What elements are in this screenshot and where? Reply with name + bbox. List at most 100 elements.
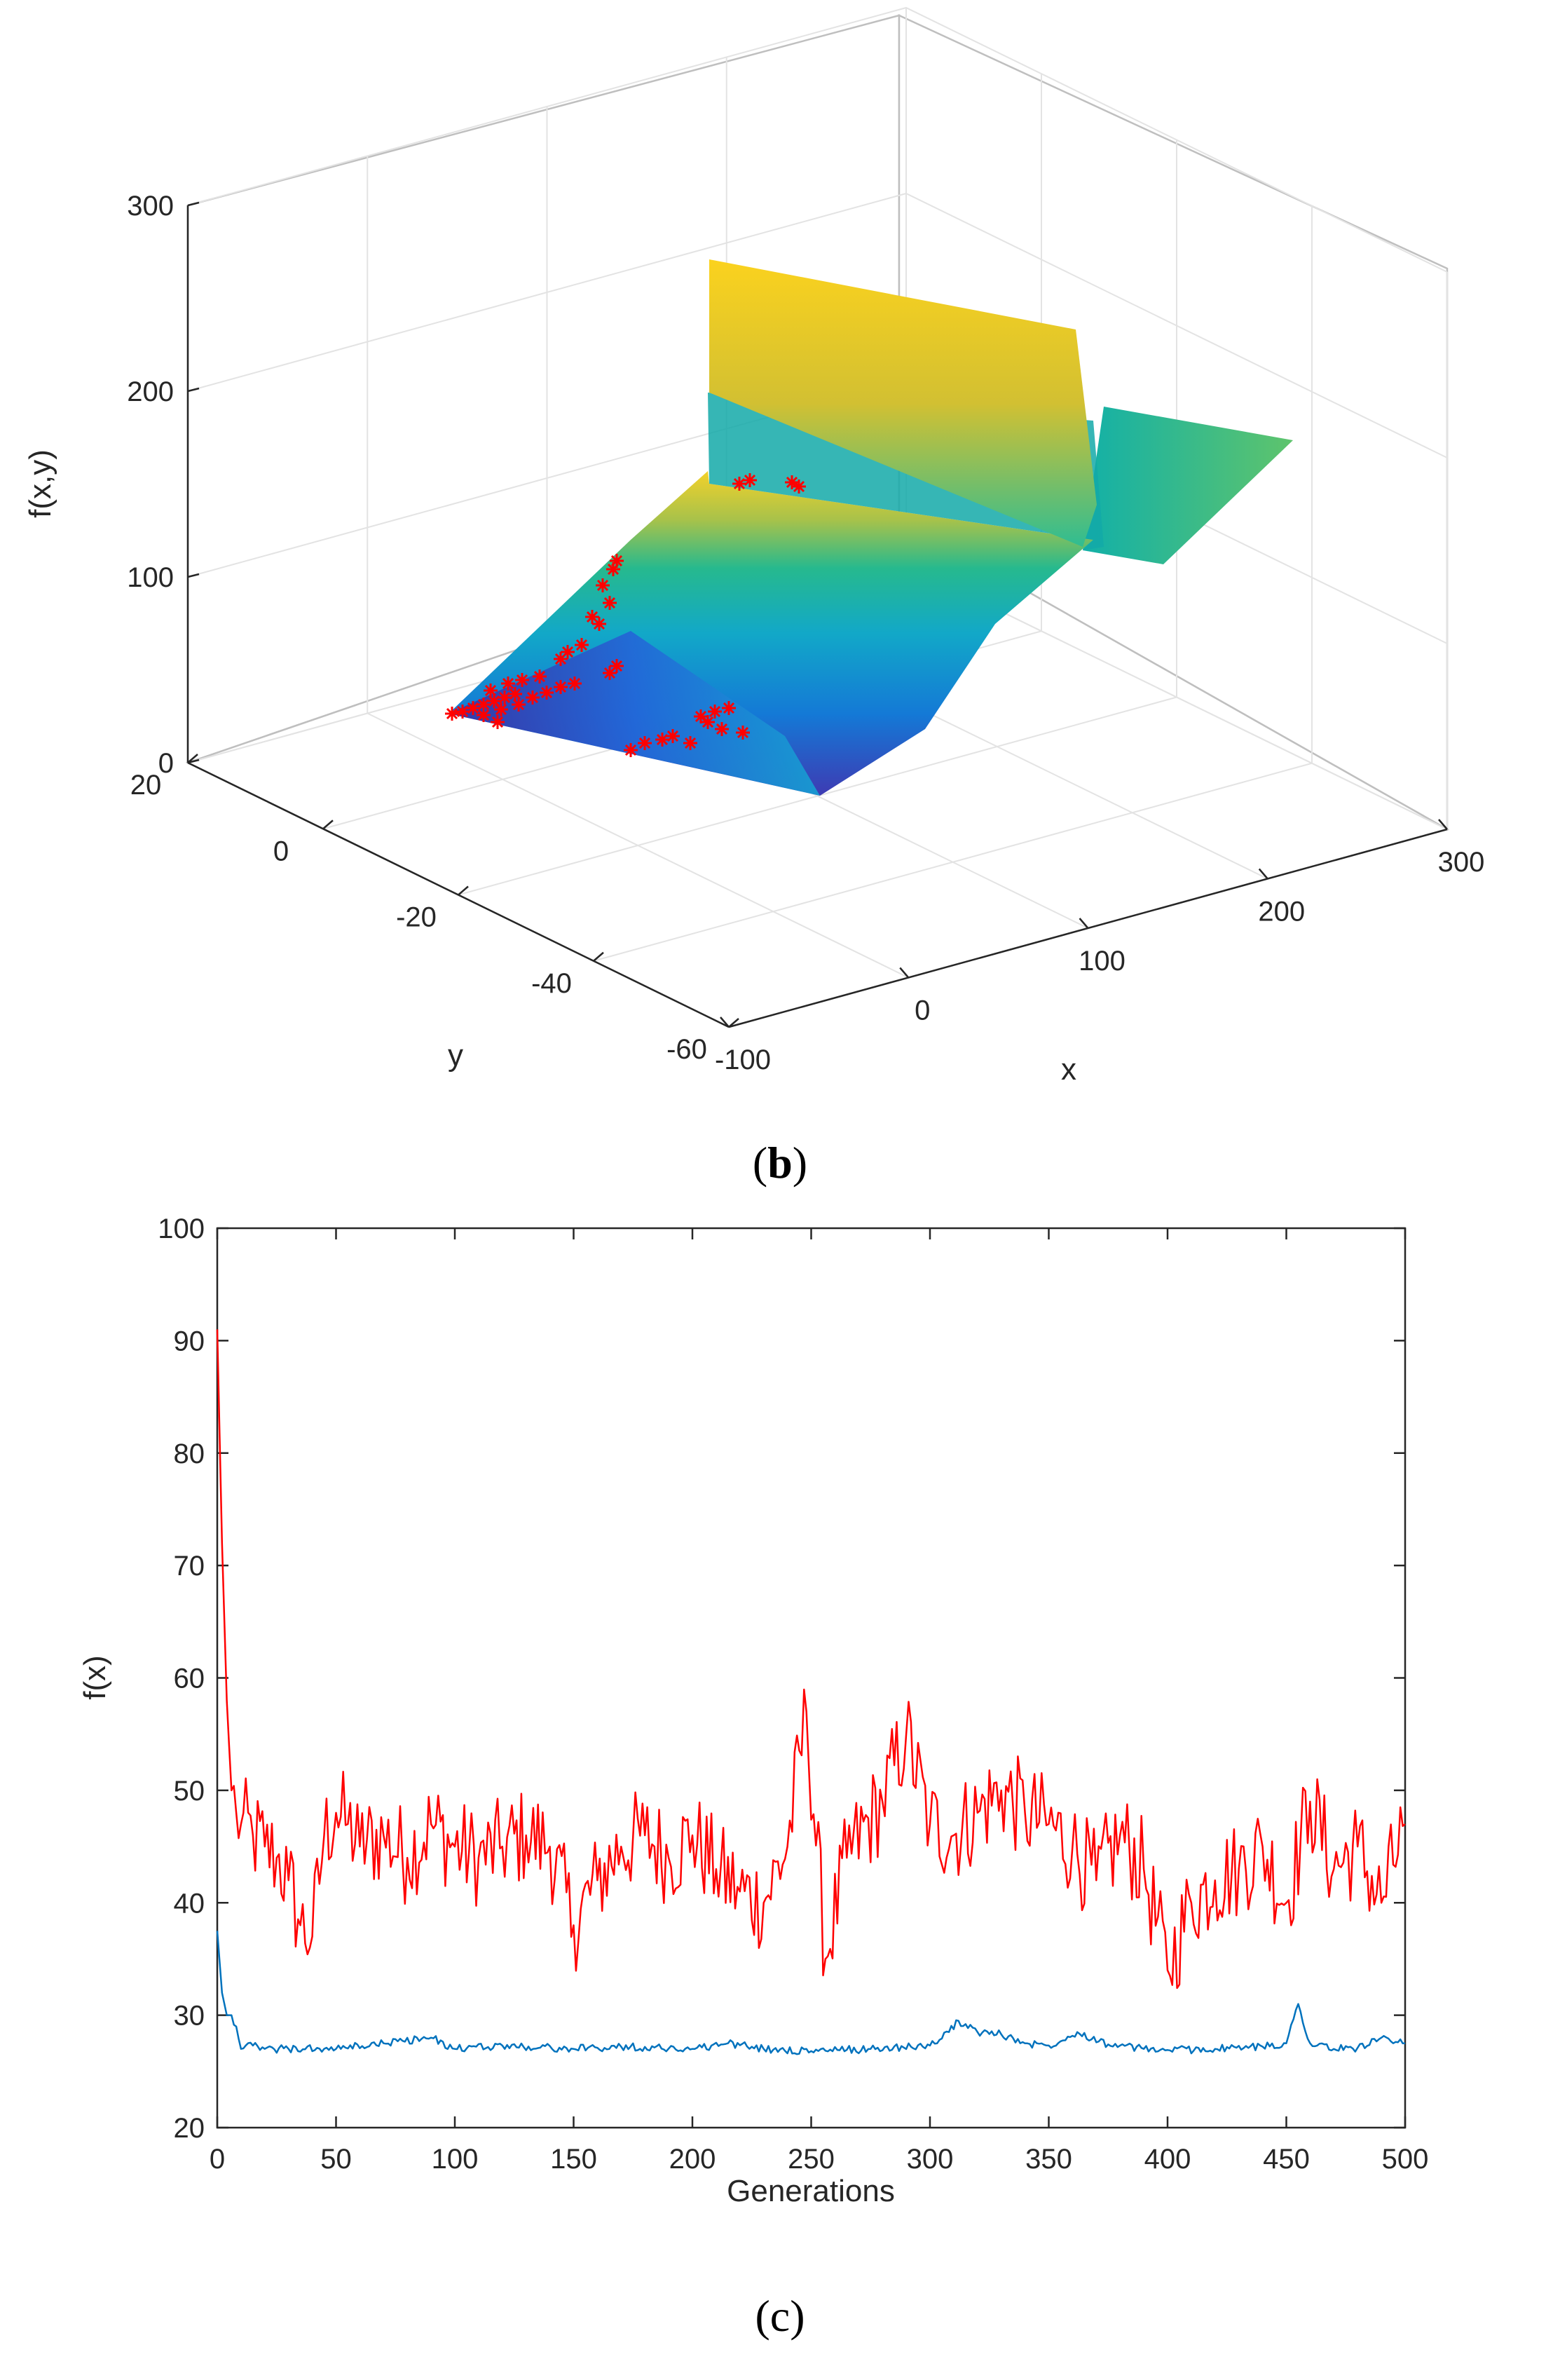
b-marker	[456, 705, 470, 719]
c-xtick-label: 250	[788, 2144, 835, 2175]
b-ztick-label: 300	[127, 191, 174, 222]
b-marker	[792, 480, 806, 494]
b-zlabel: f(x,y)	[23, 449, 57, 518]
b-marker	[638, 736, 652, 750]
c-ticks: 0 50 100 150 200 250 300 350 400 450 500 20 30 40 50 60…	[158, 1213, 1428, 2175]
b-marker	[606, 562, 620, 576]
b-xlabel: x	[1061, 1052, 1076, 1087]
c-plot-area	[216, 1227, 1407, 2129]
b-surface-ridge	[709, 259, 1097, 547]
b-marker	[683, 736, 697, 750]
b-grid-z	[187, 6, 1448, 273]
c-xlabel: Generations	[727, 2174, 895, 2208]
b-grid-y	[458, 696, 1177, 896]
b-ytick-mark	[593, 951, 604, 962]
b-xtick-mark	[1258, 868, 1268, 880]
b-xtick-mark	[1079, 918, 1089, 929]
c-ytick-label: 70	[174, 1551, 205, 1582]
b-marker	[655, 733, 669, 747]
b-ztick-mark	[187, 759, 200, 764]
b-surface-plateau	[1083, 407, 1293, 564]
b-xtick-label: 100	[1079, 946, 1125, 977]
b-marker	[561, 645, 575, 659]
c-xtick-label: 0	[210, 2144, 225, 2175]
c-ytick-label: 100	[158, 1213, 205, 1244]
b-marker	[736, 726, 750, 740]
b-ztick-label: 100	[127, 562, 174, 593]
b-marker	[592, 617, 606, 631]
c-ytick-label: 60	[174, 1664, 205, 1694]
b-marker	[732, 477, 746, 491]
b-marker	[526, 691, 540, 705]
b-ytick-label: -40	[531, 968, 572, 999]
c-series-line-1	[216, 1931, 1406, 2055]
b-xtick-mark	[720, 1016, 730, 1028]
b-xtick-label: 200	[1258, 897, 1305, 927]
c-ytick-label: 50	[174, 1776, 205, 1807]
b-marker	[484, 684, 498, 698]
b-marker	[491, 715, 505, 729]
b-marker	[445, 707, 459, 721]
b-marker	[512, 698, 526, 712]
c-xtick-label: 150	[550, 2144, 597, 2175]
b-marker	[533, 669, 547, 684]
b-xtick-label: 0	[915, 995, 930, 1026]
b-marker	[515, 673, 529, 687]
b-marker	[603, 666, 617, 680]
b-xtick-label: 300	[1438, 847, 1485, 878]
panel-label-c: (c)	[755, 2291, 805, 2341]
b-marker	[466, 701, 480, 715]
b-ytick-label: 0	[273, 836, 289, 866]
c-xtick-label: 50	[320, 2144, 352, 2175]
b-marker	[508, 687, 522, 701]
c-ylabel: f(x)	[78, 1655, 112, 1700]
c-ytick-label: 90	[174, 1326, 205, 1356]
b-marker	[498, 691, 512, 705]
c-ytick-label: 20	[174, 2113, 205, 2144]
c-xtick-label: 400	[1144, 2144, 1191, 2175]
b-ytick-label: -60	[666, 1034, 707, 1065]
b-ztick-mark	[187, 387, 200, 393]
b-ytick-label: -20	[396, 902, 437, 933]
b-grid-y	[593, 762, 1313, 962]
b-marker	[743, 473, 757, 487]
panel-c-line-chart: 0 50 100 150 200 250 300 350 400 450 500 20 30 40 50 60…	[78, 1213, 1428, 2341]
b-marker	[568, 676, 582, 691]
b-ztick-mark	[187, 201, 200, 207]
b-marker	[596, 578, 610, 592]
c-xtick-label: 200	[669, 2144, 716, 2175]
b-marker	[501, 676, 515, 691]
c-ytick-label: 30	[174, 2001, 205, 2032]
c-series	[216, 1329, 1406, 2055]
c-xtick-label: 350	[1025, 2144, 1072, 2175]
b-marker	[494, 702, 508, 716]
b-marker	[540, 686, 554, 700]
b-xtick-mark	[1438, 819, 1448, 830]
b-xtick-label: -100	[715, 1045, 771, 1075]
c-ytick-label: 80	[174, 1439, 205, 1469]
b-marker	[477, 708, 491, 722]
b-population-markers	[445, 473, 806, 757]
b-marker	[708, 705, 722, 719]
b-marker	[575, 638, 589, 652]
b-xtick-mark	[899, 967, 910, 979]
b-marker	[603, 596, 617, 610]
c-xtick-label: 100	[432, 2144, 479, 2175]
b-ytick-mark	[187, 754, 198, 763]
b-marker	[694, 709, 708, 723]
b-marker	[554, 680, 568, 694]
b-surface-near	[449, 631, 820, 796]
b-marker	[722, 701, 736, 715]
b-grid-z	[187, 192, 1448, 458]
c-ytick-label: 40	[174, 1888, 205, 1919]
b-ztick-label: 200	[127, 376, 174, 407]
b-marker	[666, 729, 680, 743]
c-xtick-label: 300	[907, 2144, 954, 2175]
c-xtick-label: 450	[1263, 2144, 1310, 2175]
b-marker	[701, 715, 715, 729]
panel-label-b: (b)	[753, 1138, 807, 1188]
b-ytick-label: 20	[130, 770, 162, 801]
